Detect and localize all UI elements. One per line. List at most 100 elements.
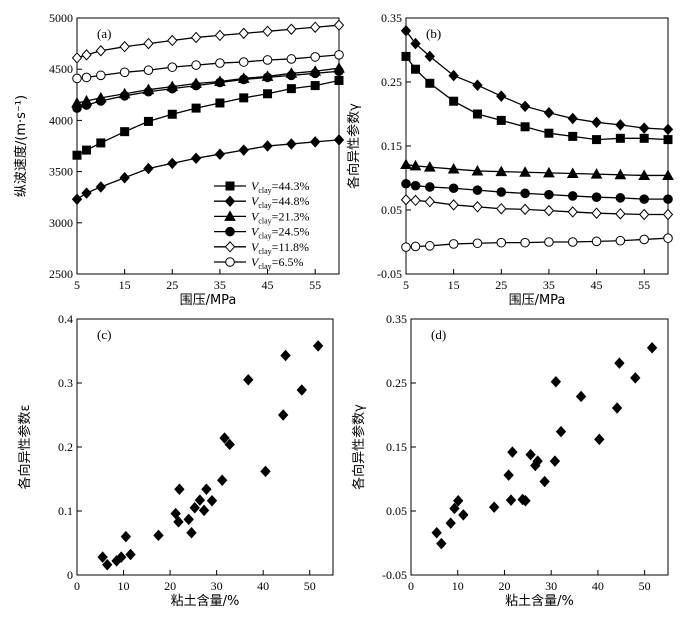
scatter-point-c — [260, 465, 271, 478]
data-point-b-1 — [544, 128, 554, 138]
data-point-b-0 — [543, 106, 555, 119]
series-line-a-3 — [76, 70, 340, 109]
data-point-a-1 — [190, 152, 202, 165]
data-point-a-3 — [81, 100, 92, 110]
y-tick-label-b: 0.05 — [381, 203, 402, 217]
series-line-a-4 — [76, 24, 340, 59]
scatter-point-c — [243, 374, 254, 386]
scatter-point-d — [594, 433, 605, 446]
data-point-a-4 — [95, 45, 106, 57]
data-point-b-1 — [639, 133, 649, 143]
data-point-a-3 — [96, 96, 106, 106]
data-point-b-0 — [591, 116, 602, 129]
data-point-b-5 — [544, 237, 554, 247]
series-b-3 — [401, 178, 673, 204]
data-point-a-0 — [310, 81, 320, 91]
scatter-point-c — [120, 530, 132, 543]
panel-a: 5 15 25 35 45 55 2500 3000 3500 4000 4500 5000 (a) 围压… — [13, 11, 345, 308]
data-point-b-2 — [519, 166, 531, 177]
y-tick-label-d: 0.35 — [386, 312, 407, 326]
data-point-a-0 — [120, 127, 130, 137]
scatter-point-d — [611, 402, 623, 414]
scatter-point-c — [194, 494, 206, 506]
data-point-a-4 — [81, 49, 92, 61]
data-point-a-1 — [310, 136, 321, 148]
data-point-a-3 — [119, 91, 130, 101]
data-point-b-5 — [448, 239, 459, 249]
data-point-b-4 — [519, 203, 531, 216]
data-point-b-5 — [615, 235, 626, 246]
data-point-b-5 — [401, 242, 411, 252]
scatter-point-c — [278, 409, 289, 421]
x-tick-label-b: 5 — [403, 278, 409, 292]
x-tick-label-b: 25 — [495, 278, 507, 292]
data-point-a-1 — [286, 138, 297, 150]
scatter-point-c — [97, 551, 108, 563]
x-tick-label-a: 35 — [214, 278, 226, 292]
data-point-a-5 — [191, 60, 201, 70]
data-point-a-4 — [214, 29, 226, 42]
series-b-2 — [400, 158, 674, 180]
scatter-point-c — [102, 559, 113, 571]
data-point-a-1 — [167, 157, 178, 170]
data-point-b-4 — [591, 207, 602, 219]
scatter-point-d — [489, 501, 500, 513]
data-point-a-0 — [191, 103, 201, 113]
panel-b: 5 15 25 35 45 55 -0.05 0.05 0.15 0.25 0.35 (b) 围压/MP… — [346, 11, 674, 308]
x-tick-label-d: 0 — [408, 579, 414, 593]
data-point-b-4 — [472, 201, 483, 213]
data-point-b-2 — [409, 159, 422, 171]
y-tick-label-c: 0 — [67, 568, 73, 582]
plot-frame-d — [410, 318, 669, 576]
data-point-b-2 — [471, 164, 484, 176]
data-point-a-5 — [262, 55, 273, 65]
plot-frame-a — [76, 17, 340, 275]
data-point-b-3 — [663, 194, 673, 204]
y-axis-title-a: 纵波速度/(m·s⁻¹) — [13, 95, 29, 197]
data-point-a-1 — [71, 193, 83, 205]
series-line-b-5 — [405, 237, 669, 248]
data-point-b-3 — [425, 182, 435, 192]
data-point-b-2 — [447, 163, 460, 174]
data-point-b-5 — [496, 237, 507, 248]
data-point-b-0 — [410, 37, 421, 50]
panel-label-a: (a) — [97, 26, 111, 41]
data-point-b-3 — [567, 191, 578, 201]
series-a-1 — [71, 134, 345, 205]
data-point-b-1 — [472, 109, 482, 119]
data-point-b-3 — [544, 189, 554, 200]
scatter-point-c — [219, 432, 230, 444]
x-tick-label-a: 55 — [309, 278, 321, 292]
plot-frame-c — [76, 318, 334, 576]
scatter-point-d — [507, 446, 518, 458]
scatter-point-d — [431, 527, 442, 539]
legend: Vclay=44.3%Vclay=44.8%Vclay=21.3%Vclay=2… — [214, 179, 309, 271]
data-point-a-1 — [238, 144, 249, 156]
data-point-a-5 — [238, 57, 249, 67]
scatter-point-d — [436, 537, 447, 550]
data-point-b-0 — [400, 25, 412, 37]
data-point-b-1 — [449, 96, 459, 106]
data-point-b-3 — [496, 187, 507, 197]
data-point-b-2 — [638, 169, 651, 180]
data-point-a-4 — [119, 40, 130, 53]
data-point-b-4 — [615, 208, 626, 220]
data-point-b-4 — [496, 202, 507, 215]
data-point-a-1 — [214, 148, 226, 160]
data-point-b-0 — [496, 90, 507, 102]
x-tick-label-c: 10 — [118, 579, 130, 593]
y-tick-label-d: 0.25 — [386, 376, 407, 390]
scatter-point-c — [116, 551, 127, 563]
data-point-b-1 — [411, 64, 421, 74]
scatter-point-d — [449, 502, 460, 515]
scatter-point-c — [296, 384, 307, 396]
data-point-a-4 — [286, 23, 297, 36]
data-point-b-5 — [639, 234, 649, 245]
data-point-a-0 — [167, 109, 177, 119]
data-point-a-0 — [334, 75, 344, 85]
data-point-b-1 — [592, 135, 602, 145]
data-point-a-3 — [286, 70, 297, 81]
y-tick-label-b: 0.15 — [381, 139, 402, 153]
data-point-a-0 — [286, 84, 296, 94]
